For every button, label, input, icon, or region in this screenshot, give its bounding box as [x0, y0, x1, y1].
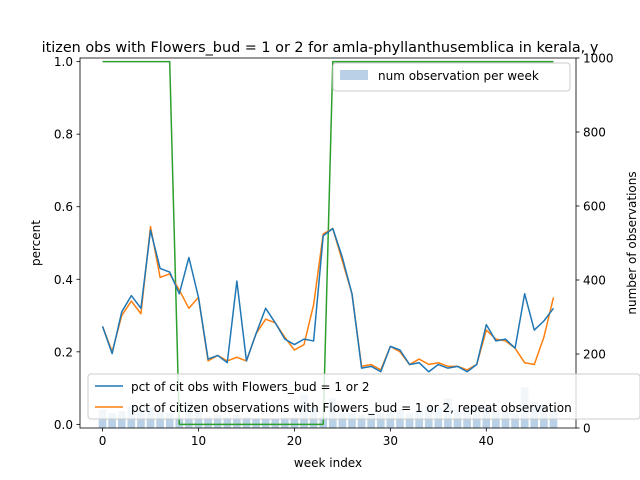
bar: [117, 411, 126, 428]
bar: [511, 413, 519, 428]
bar: [261, 418, 270, 428]
bar: [213, 415, 222, 428]
bar: [290, 416, 299, 428]
plot-frame: [79, 57, 577, 429]
bar: [280, 416, 289, 428]
x-tick-label: 0: [99, 434, 107, 448]
x-axis-label: week index: [294, 456, 362, 470]
legend-label-bars: num observation per week: [378, 69, 539, 83]
bar: [501, 411, 510, 428]
bar: [271, 418, 280, 428]
y-axis-left: 0.0 0.2 0.4 0.6 0.8 1.0: [54, 55, 80, 432]
bar: [156, 411, 164, 428]
bar: [194, 411, 203, 428]
bar: [338, 413, 347, 428]
chart-title: itizen obs with Flowers_bud = 1 or 2 for…: [42, 40, 599, 56]
series-line-2: [102, 60, 554, 426]
x-axis: 0 10 20 30 40: [99, 428, 494, 448]
legend-upper: num observation per week: [332, 62, 571, 92]
legend-upper-frame: [332, 62, 571, 92]
legend-label-series-1: pct of citizen observations with Flowers…: [131, 401, 572, 415]
y-tick-label: 1.0: [54, 55, 73, 69]
line-series-group: [101, 60, 555, 426]
bar: [233, 415, 241, 428]
bar: [252, 418, 260, 428]
y2-tick-label: 1000: [583, 52, 614, 66]
x-tick-label: 10: [191, 434, 206, 448]
series-line-0: [101, 227, 555, 373]
y2-tick-label: 0: [583, 422, 591, 436]
bar: [376, 413, 385, 428]
y-axis-label: percent: [29, 220, 43, 266]
bar: [357, 415, 366, 428]
bar: [204, 416, 212, 428]
bar: [386, 411, 395, 428]
y2-tick-label: 400: [583, 274, 606, 288]
y2-tick-label: 800: [583, 126, 606, 140]
legend-lower: pct of cit obs with Flowers_bud = 1 or 2…: [87, 373, 640, 420]
bar: [165, 413, 174, 428]
y-tick-label: 0.6: [54, 200, 73, 214]
bar: [348, 413, 356, 428]
y-tick-label: 0.8: [54, 128, 73, 142]
y2-tick-label: 600: [583, 200, 606, 214]
bar: [108, 413, 116, 428]
bar: [223, 416, 232, 428]
legend-label-series-0: pct of cit obs with Flowers_bud = 1 or 2: [131, 380, 370, 394]
x-tick-label: 30: [383, 434, 398, 448]
legend-swatch-bars: [340, 70, 368, 80]
y-axis-right: 0 200 400 600 800 1000: [576, 52, 614, 436]
y-tick-label: 0.2: [54, 345, 73, 359]
y2-tick-label: 200: [583, 348, 606, 362]
bar: [242, 416, 251, 428]
x-tick-label: 20: [287, 434, 302, 448]
x-tick-label: 40: [479, 434, 494, 448]
y-tick-label: 0.4: [54, 273, 73, 287]
bar: [367, 413, 376, 428]
y-tick-label: 0.0: [54, 418, 73, 432]
bar: [405, 413, 414, 428]
legend-lower-frame: [87, 373, 640, 420]
y2-axis-label: number of observations: [625, 171, 639, 314]
